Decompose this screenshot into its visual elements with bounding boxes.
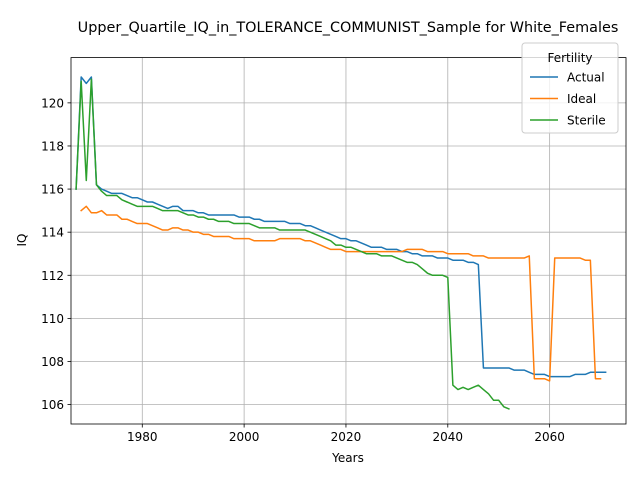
y-tick-label: 110	[41, 312, 64, 326]
legend-entries: Actual Ideal Sterile	[530, 71, 606, 128]
series-line-actual	[75, 76, 607, 378]
y-axis-label: IQ	[15, 234, 29, 247]
y-tick-label: 118	[41, 139, 64, 153]
x-axis: 1980 2000 2020 2040 2060	[127, 424, 565, 444]
plot-frame	[70, 57, 627, 425]
legend: Fertility Actual Ideal Sterile	[521, 42, 619, 134]
series-layer	[75, 76, 607, 410]
legend-title: Fertility	[547, 51, 592, 65]
y-tick-label: 116	[41, 183, 64, 197]
y-tick-label: 112	[41, 269, 64, 283]
x-axis-label: Years	[331, 451, 364, 465]
x-tick-label: 2040	[433, 430, 464, 444]
legend-label-ideal: Ideal	[567, 92, 596, 106]
legend-label-sterile: Sterile	[567, 114, 606, 128]
x-tick-label: 2020	[331, 430, 362, 444]
legend-box	[521, 42, 619, 134]
chart-title: Upper_Quartile_IQ_in_TOLERANCE_COMMUNIST…	[78, 20, 619, 36]
x-tick-label: 1980	[127, 430, 158, 444]
x-tick-label: 2060	[534, 430, 565, 444]
legend-label-actual: Actual	[567, 71, 605, 85]
y-axis: 106 108 110 112 114 116 118 120	[41, 96, 71, 412]
y-tick-label: 120	[41, 96, 64, 110]
series-line-ideal	[80, 205, 602, 382]
y-tick-label: 114	[41, 226, 64, 240]
y-tick-label: 108	[41, 355, 64, 369]
series-line-sterile	[75, 78, 510, 410]
y-tick-label: 106	[41, 398, 64, 412]
x-tick-label: 2000	[229, 430, 260, 444]
